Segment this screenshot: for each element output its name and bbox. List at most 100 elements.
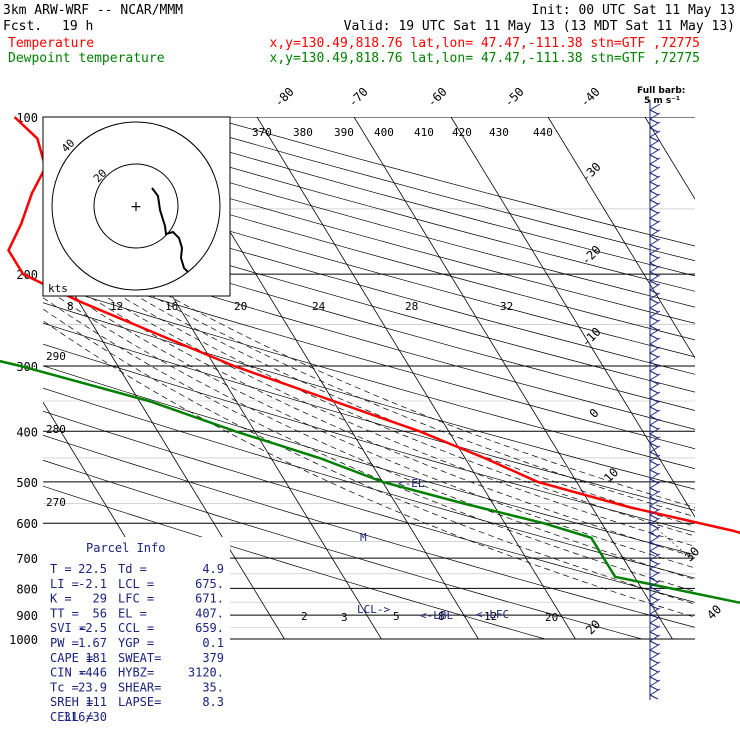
isotherm-line [547, 117, 695, 359]
dry-adiabat-line [43, 434, 695, 628]
parcel-info-cell: 316/30 [64, 710, 107, 724]
wind-barb [649, 265, 661, 277]
wind-barb [649, 508, 661, 520]
parcel-info-cell: CELL = [50, 710, 93, 724]
pressure-tick-label: 1000 [9, 633, 38, 647]
moist-adiabat-line [114, 273, 695, 518]
parcel-info-cell: CCL = [118, 621, 154, 635]
wind-barb [649, 418, 661, 430]
isotherm-label: -10 [579, 325, 604, 350]
mixing-ratio-line [650, 522, 695, 563]
parcel-info-cell: 675. [195, 577, 224, 591]
wind-barb [649, 112, 661, 124]
wind-barb [649, 202, 661, 214]
moist-adiabat-line [43, 308, 695, 605]
moist-adiabat-line [43, 286, 695, 580]
wind-barb [649, 184, 661, 196]
isotherm-label: 30 [682, 544, 702, 564]
isotherm-label: -40 [578, 85, 603, 110]
pressure-tick-label: 700 [16, 552, 38, 566]
dry-adiabat-line [43, 245, 695, 430]
wind-barb [649, 670, 661, 682]
wind-barb [649, 229, 661, 241]
hodo-unit: kts [48, 282, 68, 295]
hodo-ring-20 [93, 163, 179, 249]
isotherm-label: -20 [579, 243, 604, 268]
parcel-info-cell: SHEAR= [118, 680, 161, 694]
dewpoint-location: x,y=130.49,818.76 lat,lon= 47.47,-111.38… [270, 51, 700, 66]
theta-label: 390 [334, 126, 354, 139]
moist-adiabat-line [69, 273, 695, 547]
wind-barb [649, 247, 661, 259]
parcel-info-cell: LCL = [118, 577, 154, 591]
wind-barb [649, 121, 661, 133]
dry-adiabat-line [43, 410, 695, 603]
parcel-info-cell: -2.5 [78, 621, 107, 635]
theta-left-label: 270 [46, 496, 66, 509]
theta-left-label: 290 [46, 350, 66, 363]
parcel-info-cell: 407. [195, 606, 224, 620]
lfc-marker: <-LFC [476, 608, 509, 621]
pressure-tick-label: 100 [16, 111, 38, 125]
parcel-info-cell: 8.3 [202, 695, 224, 709]
parcel-info-cell: 4.9 [202, 562, 224, 576]
theta-label: 400 [374, 126, 394, 139]
dewpoint-series-line [0, 359, 740, 604]
dry-adiabat-line [43, 322, 695, 511]
mixing-ratio-label: 12 [484, 610, 497, 623]
mixing-ratio-label: 20 [545, 611, 558, 624]
parcel-info-cell: K = [50, 592, 72, 606]
wind-barb [649, 427, 661, 439]
isotherm-label: -70 [346, 85, 371, 110]
parcel-info-cell: 671. [195, 592, 224, 606]
parcel-info-cell: TT = [50, 606, 79, 620]
dry-adiabat-line [43, 226, 695, 411]
hodo-speed-label: 12 [110, 300, 123, 313]
wind-barb [649, 454, 661, 466]
wind-barb [649, 481, 661, 493]
wind-barb [649, 688, 661, 700]
temperature-series-line [7, 116, 740, 535]
theta-label: 380 [293, 126, 313, 139]
wind-barb [649, 634, 661, 646]
wind-barb [649, 526, 661, 538]
parcel-info-cell: 0.1 [202, 636, 224, 650]
wind-barb [649, 445, 661, 457]
wind-barb [649, 157, 661, 169]
parcel-info-cell: T = [50, 562, 72, 576]
parcel-info-cell: CIN = [50, 666, 86, 680]
isotherm-label: -50 [502, 85, 527, 110]
parcel-info-cell: SVI = [50, 621, 86, 635]
parcel-info-cell: Td = [118, 562, 147, 576]
wind-barb [649, 679, 661, 691]
wind-barb [649, 382, 661, 394]
hodo-speed-label: 20 [234, 300, 247, 313]
forecast-label: Fcst. [3, 19, 42, 34]
parcel-info-cell: SREH = [50, 695, 93, 709]
wind-barb [649, 211, 661, 223]
pressure-tick-label: 800 [16, 582, 38, 596]
isotherm-label: 0 [587, 406, 602, 421]
lcl-marker: LCL-> [357, 603, 390, 616]
wind-barb [649, 301, 661, 313]
wind-barb [649, 436, 661, 448]
parcel-info-cell: SWEAT= [118, 651, 161, 665]
dry-adiabat-line [207, 117, 695, 247]
mixing-ratio-line [699, 523, 740, 639]
parcel-info-cell: 379 [202, 651, 224, 665]
wind-barb [649, 517, 661, 529]
dry-adiabat-line [43, 158, 695, 341]
wind-barb [649, 319, 661, 331]
wind-barb [649, 553, 661, 565]
isotherm-line [256, 117, 576, 640]
isotherm-label: -80 [272, 85, 297, 110]
parcel-info-cell: 181 [85, 651, 107, 665]
mixing-ratio-label: 3 [341, 611, 348, 624]
hodo-speed-label: 24 [312, 300, 326, 313]
wind-barb [649, 607, 661, 619]
theta-label: 440 [533, 126, 553, 139]
isotherm-line [353, 117, 673, 640]
wind-barb [649, 643, 661, 655]
el-marker: <-EL [398, 477, 425, 490]
